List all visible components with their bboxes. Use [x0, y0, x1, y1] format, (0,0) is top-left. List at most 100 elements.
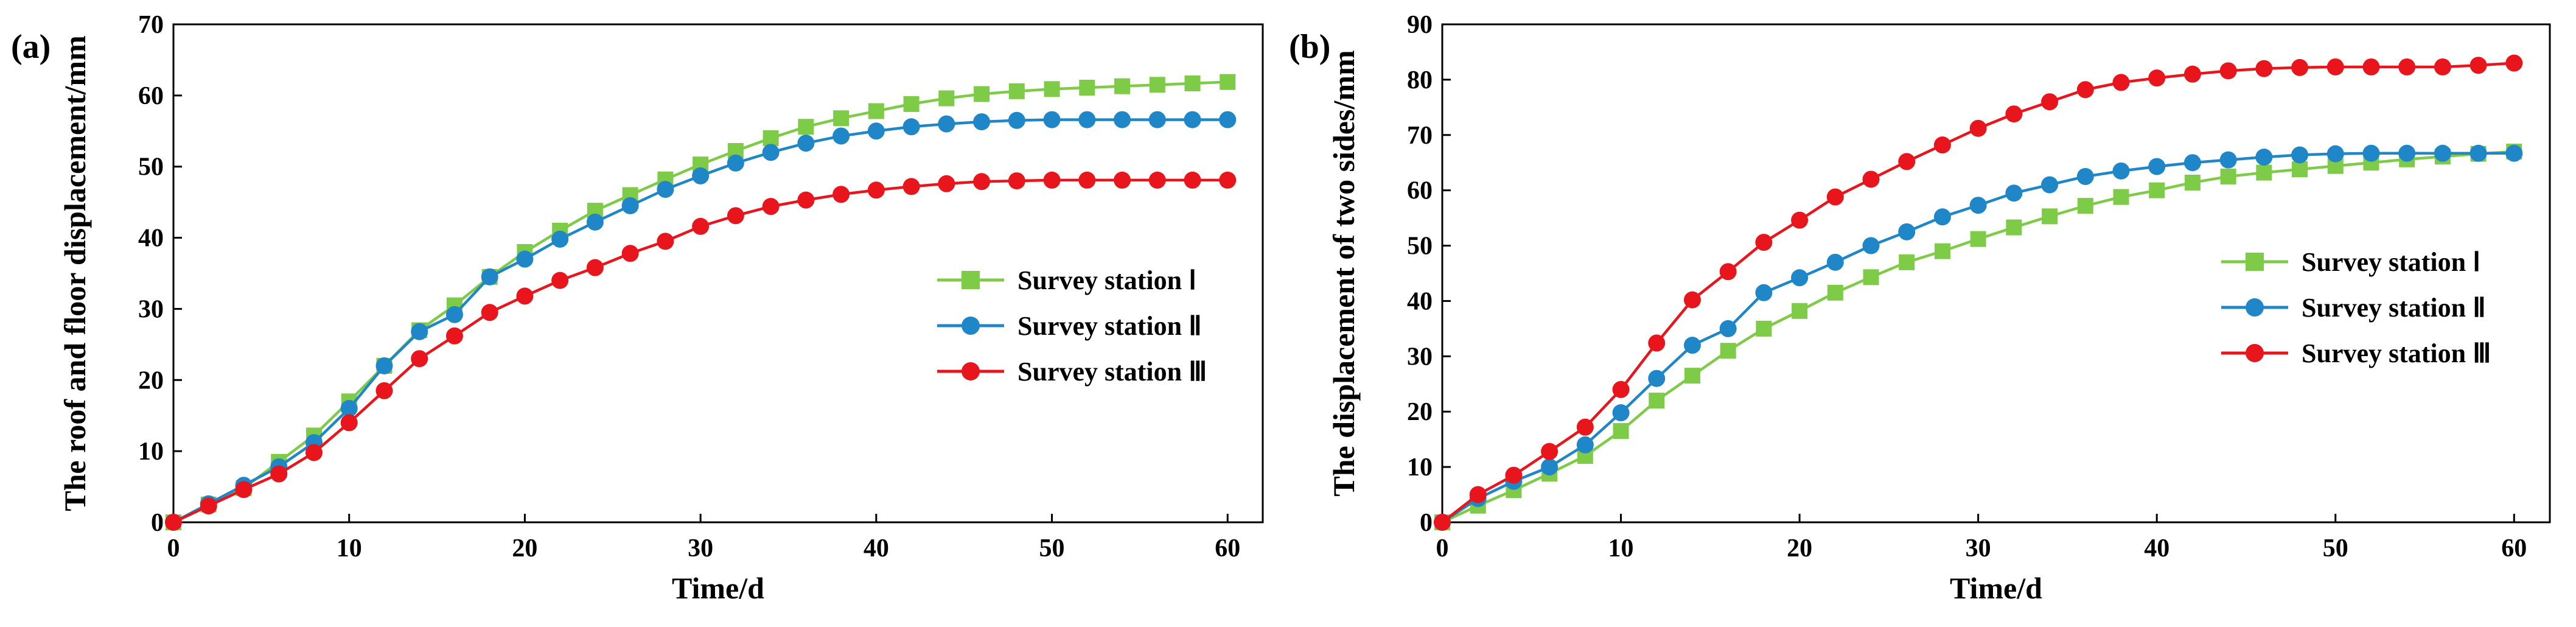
- panel-a-series-2-point: [516, 250, 534, 268]
- panel-a-series-2-point: [1148, 111, 1166, 128]
- panel-b-xtick-label: 40: [2144, 534, 2169, 562]
- panel-b-series-3-point: [2470, 57, 2487, 74]
- panel-a-series-2-point: [1219, 111, 1237, 128]
- panel-a-series-1-point: [1114, 78, 1131, 94]
- panel-b-series-1-point: [1827, 284, 1843, 301]
- panel-a-legend-item-1: Survey station Ⅰ: [937, 265, 1196, 295]
- panel-a-series-3-point: [375, 382, 393, 399]
- panel-a-legend-marker: [962, 362, 980, 380]
- panel-b-legend-item-1: Survey station Ⅰ: [2221, 247, 2480, 277]
- panel-b-series-1-point: [1792, 303, 1808, 319]
- panel-b-ytick-label: 90: [1407, 11, 1433, 39]
- panel-a-series-2-point: [411, 323, 428, 340]
- panel-a-series-3-point: [270, 465, 288, 483]
- panel-b-series-3-point: [1755, 234, 1773, 251]
- panel-a-series-2-point: [938, 115, 955, 133]
- panel-b-series-2-point: [2112, 162, 2130, 180]
- panel-a-series-3-point: [235, 481, 253, 499]
- panel-b-series-1-point: [1756, 320, 1772, 337]
- panel-b-series-2-point: [2362, 144, 2380, 162]
- panel-b-series-2-point: [2183, 154, 2201, 172]
- panel-b-series-3-point: [1898, 153, 1916, 170]
- panel-b-series-3-point: [1576, 418, 1594, 436]
- panel-b-series-2-point: [1576, 436, 1594, 454]
- panel-a-series-3-point: [1114, 171, 1131, 189]
- panel-a-series-2-point: [586, 213, 604, 231]
- panel-a-series-3: [165, 171, 1237, 531]
- panel-a-series-3-point: [1043, 171, 1061, 189]
- panel-b-series-2-point: [2255, 149, 2273, 166]
- panel-b-series-3-point: [1505, 466, 1523, 484]
- panel-b-series-3-point: [2362, 58, 2380, 75]
- panel-b-series-1-point: [2077, 198, 2093, 214]
- panel-b-series-2-point: [1826, 253, 1844, 271]
- panel-a-legend-label: Survey station Ⅱ: [1017, 311, 1202, 341]
- panel-b-legend-label: Survey station Ⅲ: [2302, 338, 2491, 368]
- panel-b-series-3: [1434, 54, 2523, 531]
- panel-b-series-3-point: [2219, 62, 2237, 80]
- panel-a-series-3-point: [1184, 171, 1201, 189]
- panel-b-series-2-point: [1612, 404, 1630, 422]
- panel-a-series-1-point: [1008, 83, 1025, 99]
- panel-b-series-3-point: [1862, 170, 1880, 188]
- panel-b-xtick-label: 50: [2323, 534, 2348, 562]
- panel-a-series-3-point: [762, 198, 780, 215]
- panel-a-ytick-label: 70: [138, 11, 164, 39]
- panel-a-series-1-point: [1220, 74, 1236, 90]
- panel-a-ytick-label: 10: [138, 438, 164, 466]
- panel-a-series-3-point: [832, 186, 850, 203]
- panel-b-series-2-point: [2398, 144, 2416, 162]
- panel-b-series-1-point: [1613, 423, 1629, 440]
- panel-a-series-3-point: [938, 175, 955, 192]
- panel-a-series-1-point: [1044, 81, 1060, 97]
- panel-a-ytick-label: 0: [151, 509, 164, 537]
- panel-a-series-2-point: [1008, 111, 1025, 129]
- panel-b-ytick-label: 70: [1407, 122, 1433, 150]
- panel-b-series-3-point: [1469, 486, 1487, 503]
- panel-a-series-3-point: [200, 497, 217, 515]
- panel-a-xlabel: Time/d: [672, 571, 764, 605]
- panel-b-ytick-label: 0: [1420, 509, 1433, 537]
- panel-a-series-2-point: [1114, 111, 1131, 128]
- panel-b-series-3-point: [2148, 69, 2166, 87]
- panel-b-series-3-point: [1719, 263, 1737, 281]
- panel-b-series-3-point: [1933, 136, 1951, 154]
- panel-b-legend-marker: [2246, 253, 2264, 271]
- panel-a-series-1-point: [1149, 77, 1165, 93]
- panel-b-series-2-point: [1719, 320, 1737, 337]
- panel-b-xtick-label: 20: [1787, 534, 1812, 562]
- panel-a-xtick-label: 60: [1215, 534, 1240, 562]
- panel-b-series-3-point: [2326, 58, 2344, 75]
- panel-a-xtick-label: 10: [337, 534, 362, 562]
- panel-b-series-1-point: [2220, 168, 2236, 184]
- panel-b-series-1-point: [1899, 254, 1915, 270]
- panel-b-series-2-point: [2076, 167, 2094, 185]
- panel-a-series-2-point: [692, 167, 710, 184]
- panel-b-series-2-point: [2470, 144, 2487, 162]
- panel-a-series-2-point: [762, 144, 780, 161]
- panel-a-plot-frame: [172, 23, 1264, 524]
- panel-b-series-2-point: [2148, 158, 2166, 175]
- panel-b-series-1-point: [2006, 219, 2022, 236]
- panel-a-legend-item-2: Survey station Ⅱ: [937, 311, 1202, 341]
- panel-a-ytick-label: 40: [138, 225, 164, 253]
- panel-b-series-3-point: [2076, 81, 2094, 99]
- panel-a-series-2-point: [867, 122, 885, 140]
- panel-b-series-3-point: [1541, 443, 1559, 460]
- panel-b-ytick-label: 50: [1407, 233, 1433, 261]
- panel-a-series-2-point: [375, 357, 393, 374]
- panel-b-ylabel: The displacement of two sides/mm: [1327, 50, 1361, 496]
- panel-b-series-2-point: [1541, 458, 1559, 476]
- panel-b-series-3-point: [2505, 54, 2523, 72]
- panel-b-series-2-point: [1648, 370, 1666, 387]
- panel-a-series-3-point: [1008, 172, 1025, 190]
- panel-b-legend-marker: [2246, 344, 2264, 362]
- panel-b-series-2-point: [2291, 146, 2309, 164]
- panel-a-series-1-point: [1184, 75, 1201, 91]
- panel-a-ytick-label: 60: [138, 82, 164, 110]
- panel-a-series-1-point: [1079, 80, 1095, 96]
- panel-b-series-1-point: [2149, 182, 2165, 198]
- panel-b-series-3-point: [2291, 58, 2309, 76]
- panel-a-series-1-point: [903, 96, 920, 112]
